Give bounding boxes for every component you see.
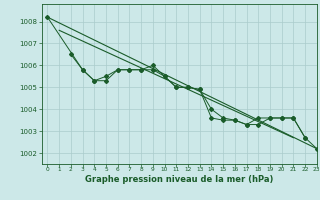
X-axis label: Graphe pression niveau de la mer (hPa): Graphe pression niveau de la mer (hPa) xyxy=(85,175,273,184)
